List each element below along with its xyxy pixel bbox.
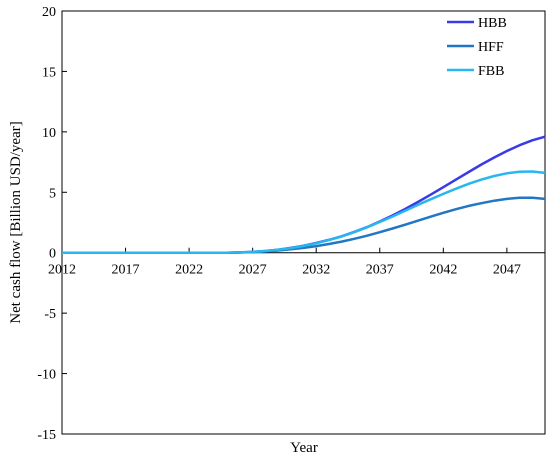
- plot-area: [61, 10, 546, 435]
- y-tick-label: -5: [44, 307, 56, 322]
- y-axis: -15 -10 -5 0 5 10 15 20: [37, 5, 67, 443]
- x-tick-label: 2037: [366, 263, 394, 278]
- y-tick-label: 0: [49, 247, 56, 262]
- y-axis-title: Net cash flow [Billion USD/year]: [8, 121, 24, 323]
- y-tick-label: 20: [42, 5, 56, 20]
- y-tick-label: -15: [37, 428, 56, 443]
- y-tick-label: 5: [49, 186, 56, 201]
- x-axis: 2012 2017 2022 2027 2032 2037 2042 2047: [48, 247, 521, 278]
- legend-label-hff: HFF: [478, 40, 504, 55]
- series-lines: [62, 135, 546, 254]
- x-tick-label: 2042: [429, 263, 457, 278]
- x-tick-label: 2017: [112, 263, 140, 278]
- x-axis-title: Year: [290, 440, 318, 456]
- y-tick-label: -10: [37, 368, 56, 383]
- x-tick-label: 2032: [302, 263, 330, 278]
- legend-label-fbb: FBB: [478, 64, 504, 79]
- x-tick-label: 2022: [175, 263, 203, 278]
- x-tick-label: 2027: [239, 263, 267, 278]
- x-tick-label: 2012: [48, 263, 76, 278]
- series-line-hbb: [62, 135, 546, 254]
- plot-border: [61, 10, 546, 435]
- y-tick-label: 15: [42, 65, 56, 80]
- y-tick-label: 10: [42, 126, 56, 141]
- legend: HBB HFF FBB: [447, 16, 507, 79]
- x-tick-label: 2047: [493, 263, 521, 278]
- legend-label-hbb: HBB: [478, 16, 507, 31]
- series-line-fbb: [62, 170, 546, 254]
